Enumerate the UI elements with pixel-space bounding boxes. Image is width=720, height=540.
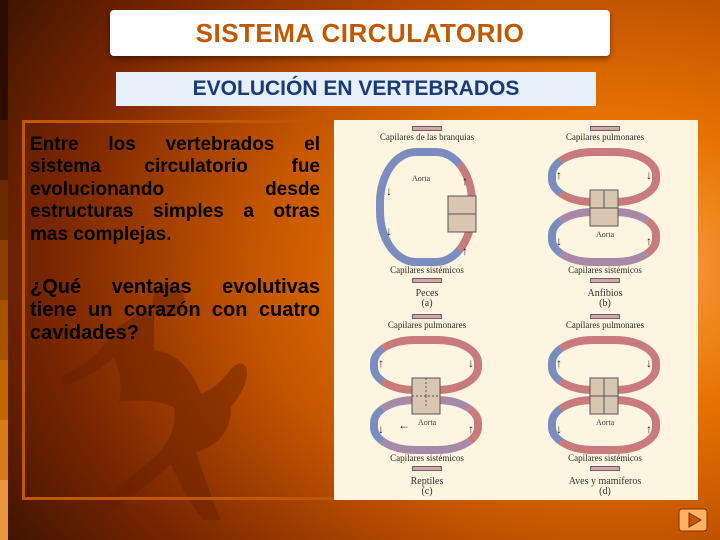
flow-arrow-icon: ↓: [646, 168, 652, 182]
top-cap-label: Capilares pulmonares: [342, 312, 512, 331]
cell-letter: (a): [342, 298, 512, 309]
flow-arrow-icon: ↑: [646, 234, 652, 248]
paragraph-1: Entre los vertebrados el sistema circula…: [30, 134, 320, 246]
title-box: SISTEMA CIRCULATORIO: [110, 10, 610, 56]
diagram-cell-aves-mamiferos: Capilares pulmonares Aorta ↑ ↓ ↓ ↑ Capil…: [520, 312, 690, 488]
heart-icon: [586, 188, 622, 228]
flow-arrow-icon: ↓: [386, 184, 392, 198]
flow-arrow-icon: ↑: [646, 422, 652, 436]
top-cap-label: Capilares pulmonares: [520, 124, 690, 143]
diagram-cell-reptiles: Capilares pulmonares Aorta ↑ ↓ ↓ ↑ ← Cap…: [342, 312, 512, 488]
heart-icon: [586, 376, 622, 416]
flow-arrow-icon: ↑: [468, 422, 474, 436]
bottom-cap-label: Capilares sistémicos: [520, 454, 690, 473]
flow-arrow-icon: ↑: [462, 174, 468, 188]
flow-arrow-icon: ↑: [556, 356, 562, 370]
diagram-cell-anfibios: Capilares pulmonares Aorta ↑ ↓ ↓ ↑ Capil…: [520, 124, 690, 300]
subtitle-box: EVOLUCIÓN EN VERTEBRADOS: [116, 72, 596, 106]
flow-arrow-icon: ↓: [468, 356, 474, 370]
bottom-cap-label: Capilares sistémicos: [520, 266, 690, 285]
heart-icon: [444, 194, 480, 234]
next-slide-button[interactable]: [678, 508, 708, 532]
slide-subtitle: EVOLUCIÓN EN VERTEBRADOS: [193, 77, 520, 101]
text-block: Entre los vertebrados el sistema circula…: [30, 134, 320, 345]
top-cap-label: Capilares pulmonares: [520, 312, 690, 331]
diagram-cell-peces: Capilares de las branquias Aorta ↓ ↓ ↑ ↑…: [342, 124, 512, 300]
bottom-cap-label: Capilares sistémicos: [342, 266, 512, 285]
flow-arrow-icon: ↓: [556, 422, 562, 436]
flow-arrow-icon: ←: [398, 418, 410, 432]
flow-arrow-icon: ↓: [556, 234, 562, 248]
bottom-cap-label: Capilares sistémicos: [342, 454, 512, 473]
play-icon: [678, 508, 708, 532]
flow-arrow-icon: ↓: [386, 224, 392, 238]
cell-letter: (d): [520, 486, 690, 497]
slide: SISTEMA CIRCULATORIO EVOLUCIÓN EN VERTEB…: [0, 0, 720, 540]
flow-arrow-icon: ↑: [462, 244, 468, 258]
aorta-label: Aorta: [412, 174, 430, 183]
aorta-label: Aorta: [596, 418, 614, 427]
heart-icon: [408, 376, 444, 416]
paragraph-2: ¿Qué ventajas evolutivas tiene un corazó…: [30, 276, 320, 345]
aorta-label: Aorta: [418, 418, 436, 427]
left-accent-bars: [0, 0, 14, 540]
flow-arrow-icon: ↑: [556, 168, 562, 182]
slide-title: SISTEMA CIRCULATORIO: [196, 18, 525, 49]
cell-letter: (c): [342, 486, 512, 497]
circulatory-diagram: Capilares de las branquias Aorta ↓ ↓ ↑ ↑…: [334, 120, 698, 500]
cell-letter: (b): [520, 298, 690, 309]
flow-arrow-icon: ↓: [646, 356, 652, 370]
flow-arrow-icon: ↓: [378, 422, 384, 436]
top-cap-label: Capilares de las branquias: [342, 124, 512, 143]
flow-arrow-icon: ↑: [378, 356, 384, 370]
aorta-label: Aorta: [596, 230, 614, 239]
